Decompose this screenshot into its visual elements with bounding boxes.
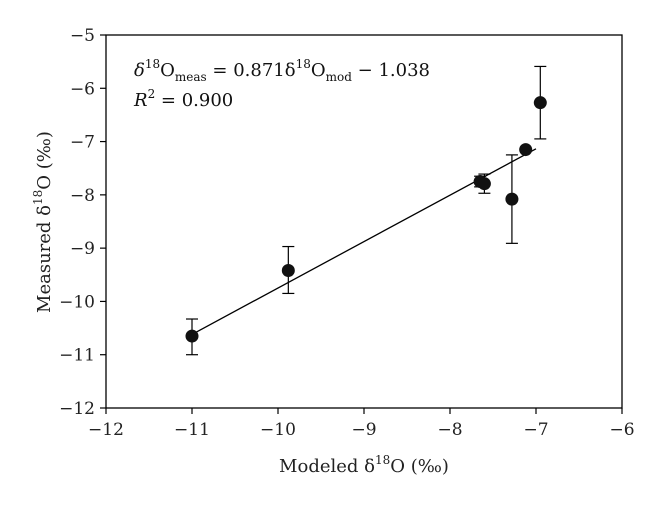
regression-equation: δ18Omeas = 0.871δ18Omod − 1.038 [134, 57, 430, 84]
data-point [519, 143, 533, 157]
y-tick-label: −7 [70, 133, 95, 153]
y-tick-label: −6 [70, 79, 95, 99]
x-axis-label: Modeled δ18O (‰) [279, 453, 449, 477]
x-tick-label: −7 [523, 420, 548, 440]
r-squared: R2 = 0.900 [133, 87, 233, 111]
data-point [505, 192, 519, 206]
y-tick-label: −8 [70, 186, 95, 206]
x-tick-label: −8 [437, 420, 462, 440]
data-point [281, 264, 295, 278]
data-point [533, 96, 547, 110]
y-tick-label: −12 [59, 399, 95, 419]
data-points [185, 65, 547, 356]
y-tick-label: −10 [59, 292, 95, 312]
x-tick-label: −11 [174, 420, 210, 440]
axis-ticks: −12 −11 −10 −9 −8 −7 −6 −12 −11 −10 −9 −8 −7 −6 −5 [59, 26, 634, 440]
data-point [185, 329, 199, 343]
x-tick-label: −10 [260, 420, 296, 440]
y-tick-label: −5 [70, 26, 95, 46]
y-tick-label: −11 [59, 346, 95, 366]
data-point [477, 177, 491, 191]
x-tick-label: −9 [351, 420, 376, 440]
x-tick-label: −12 [88, 420, 124, 440]
y-tick-label: −9 [70, 239, 95, 259]
x-tick-label: −6 [609, 420, 634, 440]
y-axis-label: Measured δ18O (‰) [31, 131, 55, 313]
